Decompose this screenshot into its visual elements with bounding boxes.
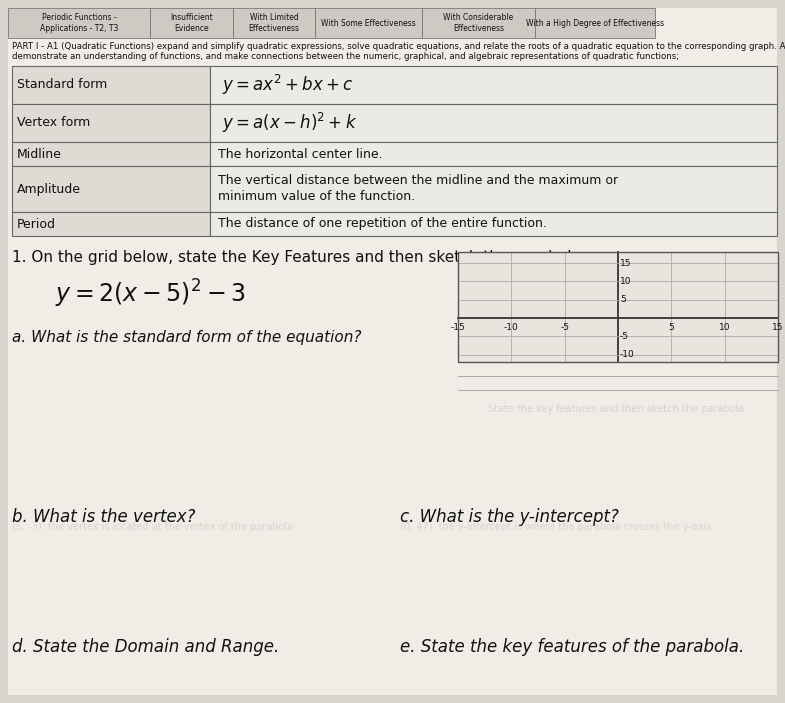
Bar — [210, 66, 777, 104]
Text: State the key features and then sketch the parabola.: State the key features and then sketch t… — [488, 404, 747, 414]
Text: $y = a(x - h)^2 + k$: $y = a(x - h)^2 + k$ — [222, 111, 357, 135]
Text: -15: -15 — [451, 323, 466, 332]
Bar — [12, 212, 210, 236]
Text: d. State the Domain and Range.: d. State the Domain and Range. — [12, 638, 279, 656]
Text: With a High Degree of Effectiveness: With a High Degree of Effectiveness — [526, 18, 664, 27]
Text: With Limited
Effectiveness: With Limited Effectiveness — [249, 13, 300, 33]
Text: -10: -10 — [504, 323, 519, 332]
Bar — [233, 8, 315, 38]
Text: e. State the key features of the parabola.: e. State the key features of the parabol… — [400, 638, 744, 656]
Text: Amplitude: Amplitude — [17, 183, 81, 195]
Text: Insufficient
Evidence: Insufficient Evidence — [170, 13, 213, 33]
Text: 1. On the grid below, state the Key Features and then sketch the parabola.: 1. On the grid below, state the Key Feat… — [12, 250, 586, 265]
Bar — [210, 166, 777, 212]
Bar — [210, 142, 777, 166]
Text: $y = ax^2 + bx + c$: $y = ax^2 + bx + c$ — [222, 73, 353, 97]
Bar — [458, 252, 778, 362]
Text: 5: 5 — [669, 323, 674, 332]
Bar — [12, 104, 210, 142]
Text: 15: 15 — [620, 259, 631, 268]
Text: b. What is the vertex?: b. What is the vertex? — [12, 508, 195, 526]
Text: 10: 10 — [620, 277, 631, 286]
Text: 5: 5 — [620, 295, 626, 304]
Text: Standard form: Standard form — [17, 79, 108, 91]
Bar — [422, 8, 535, 38]
Text: -5: -5 — [560, 323, 569, 332]
Text: c. What is the y-intercept?: c. What is the y-intercept? — [400, 508, 619, 526]
Text: PART I - A1 (Quadratic Functions) expand and simplify quadratic expressions, sol: PART I - A1 (Quadratic Functions) expand… — [12, 42, 785, 51]
Bar — [150, 8, 233, 38]
Text: Periodic Functions -
Applications - T2, T3: Periodic Functions - Applications - T2, … — [40, 13, 119, 33]
Text: The distance of one repetition of the entire function.: The distance of one repetition of the en… — [218, 217, 547, 231]
Bar — [210, 212, 777, 236]
Bar — [12, 142, 210, 166]
Bar — [535, 8, 655, 38]
Text: -5: -5 — [620, 332, 629, 341]
Text: -10: -10 — [620, 350, 635, 359]
Text: 10: 10 — [719, 323, 730, 332]
Text: Midline: Midline — [17, 148, 62, 160]
Bar — [12, 66, 210, 104]
Text: With Considerable
Effectiveness: With Considerable Effectiveness — [444, 13, 513, 33]
Text: The vertical distance between the midline and the maximum or
minimum value of th: The vertical distance between the midlin… — [218, 174, 618, 203]
Bar — [12, 166, 210, 212]
Bar — [8, 8, 150, 38]
Text: (5, -3)  the vertex is located at the vertex of the parabola: (5, -3) the vertex is located at the ver… — [12, 522, 293, 532]
Bar — [315, 8, 422, 38]
Text: demonstrate an understanding of functions, and make connections between the nume: demonstrate an understanding of function… — [12, 52, 679, 61]
Bar — [458, 252, 778, 362]
Text: Vertex form: Vertex form — [17, 117, 90, 129]
Bar — [210, 104, 777, 142]
Text: $y = 2(x - 5)^2 - 3$: $y = 2(x - 5)^2 - 3$ — [55, 278, 246, 310]
Text: 15: 15 — [772, 323, 783, 332]
Text: With Some Effectiveness: With Some Effectiveness — [321, 18, 416, 27]
Text: (0, 47)  the y-intercept is where the parabola crosses the y-axis: (0, 47) the y-intercept is where the par… — [400, 522, 711, 532]
Text: Period: Period — [17, 217, 56, 231]
Text: a. What is the standard form of the equation?: a. What is the standard form of the equa… — [12, 330, 362, 345]
Text: The horizontal center line.: The horizontal center line. — [218, 148, 382, 160]
